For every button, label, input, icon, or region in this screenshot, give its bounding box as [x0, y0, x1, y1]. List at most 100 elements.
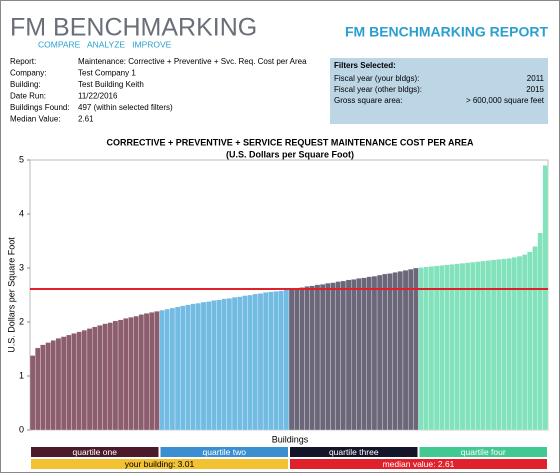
- report-title: FM BENCHMARKING REPORT: [345, 24, 548, 40]
- bar: [387, 273, 393, 431]
- bar: [392, 272, 398, 431]
- x-axis-label: Buildings: [272, 434, 309, 444]
- info-label: Date Run:: [10, 92, 46, 101]
- filter-label: Gross square area:: [334, 96, 402, 105]
- bar: [294, 287, 300, 431]
- bar: [107, 322, 114, 431]
- legend-swatch: [31, 447, 159, 457]
- filters-title: Filters Selected:: [334, 61, 396, 70]
- legend-label: quartile three: [329, 447, 379, 457]
- y-tick-label: 3: [19, 262, 24, 272]
- bar: [278, 290, 284, 431]
- y-tick-label: 0: [19, 424, 24, 434]
- bar: [226, 298, 233, 431]
- bar: [185, 304, 191, 431]
- bar: [231, 297, 238, 431]
- bar: [71, 333, 77, 431]
- bar: [397, 271, 404, 431]
- filter-value: 2011: [527, 74, 545, 83]
- bar: [55, 338, 62, 431]
- bar: [516, 255, 523, 431]
- info-label: Building:: [10, 80, 41, 89]
- bar: [501, 258, 507, 431]
- tagline: COMPARE ANALYZE IMPROVE: [38, 39, 172, 49]
- bar: [257, 293, 264, 431]
- info-label: Report:: [10, 57, 36, 66]
- chart-subtitle: (U.S. Dollars per Square Foot): [226, 149, 354, 159]
- bar: [92, 326, 98, 431]
- bar: [268, 291, 274, 431]
- bar: [190, 303, 196, 431]
- legend-swatch: [419, 447, 547, 457]
- info-value: Maintenance: Corrective + Preventive + S…: [78, 57, 307, 66]
- bar: [511, 257, 518, 431]
- filter-value: 2015: [526, 85, 544, 94]
- bar: [195, 302, 202, 431]
- bar: [117, 319, 124, 431]
- bar: [418, 267, 424, 431]
- bar: [351, 279, 357, 431]
- y-tick-label: 5: [19, 154, 24, 164]
- bar: [66, 334, 72, 431]
- bar: [29, 355, 36, 431]
- y-tick-label: 1: [19, 370, 24, 380]
- filter-label: Fiscal year (your bldgs):: [334, 74, 419, 83]
- bar: [428, 266, 435, 431]
- bar: [345, 279, 352, 431]
- y-tick-label: 4: [19, 208, 24, 218]
- bar: [154, 311, 160, 431]
- filter-value: > 600,000 square feet: [466, 96, 545, 105]
- bar: [335, 281, 341, 431]
- bar: [288, 288, 295, 431]
- bar: [309, 285, 316, 431]
- filters-box: [330, 58, 548, 124]
- bar: [45, 342, 51, 431]
- y-tick-label: 2: [19, 316, 24, 326]
- info-label: Company:: [10, 69, 46, 78]
- filter-label: Fiscal year (other bldgs):: [334, 85, 422, 94]
- bar: [537, 232, 543, 431]
- info-label: Buildings Found:: [10, 103, 70, 112]
- legend-swatch: [290, 447, 418, 457]
- bar: [123, 318, 129, 431]
- bar: [299, 287, 305, 431]
- bar: [413, 267, 419, 431]
- bar: [382, 273, 388, 431]
- bar: [164, 308, 171, 431]
- bar: [371, 275, 378, 431]
- bar: [112, 320, 119, 431]
- bar: [252, 293, 259, 431]
- legend-swatch: [160, 447, 288, 457]
- legend-label: quartile two: [203, 447, 247, 457]
- bar: [97, 325, 103, 431]
- bar: [356, 278, 362, 431]
- bar: [366, 276, 373, 431]
- bar: [330, 282, 336, 431]
- bar: [496, 259, 502, 431]
- bar: [242, 295, 248, 431]
- info-value: 2.61: [78, 115, 94, 124]
- bar: [506, 258, 512, 431]
- bar: [402, 270, 409, 431]
- bar: [102, 323, 108, 431]
- bar: [221, 298, 227, 431]
- bar: [133, 315, 139, 431]
- bar: [81, 329, 88, 431]
- bar: [532, 246, 538, 431]
- bar: [325, 282, 331, 431]
- bar: [433, 265, 440, 431]
- bar: [376, 274, 383, 431]
- footer-box: [31, 459, 288, 469]
- bar: [485, 260, 492, 431]
- info-value: 11/22/2016: [78, 92, 118, 101]
- bar: [314, 284, 321, 431]
- bar: [283, 289, 290, 431]
- chart-title: CORRECTIVE + PREVENTIVE + SERVICE REQUES…: [106, 137, 474, 147]
- bar: [262, 292, 269, 431]
- bar: [211, 300, 217, 431]
- bar: [148, 312, 155, 431]
- bar: [174, 306, 181, 431]
- bar: [200, 301, 207, 431]
- footer-label: your building: 3.01: [125, 459, 195, 469]
- y-axis-label: U.S. Dollars per Square Foot: [6, 237, 16, 353]
